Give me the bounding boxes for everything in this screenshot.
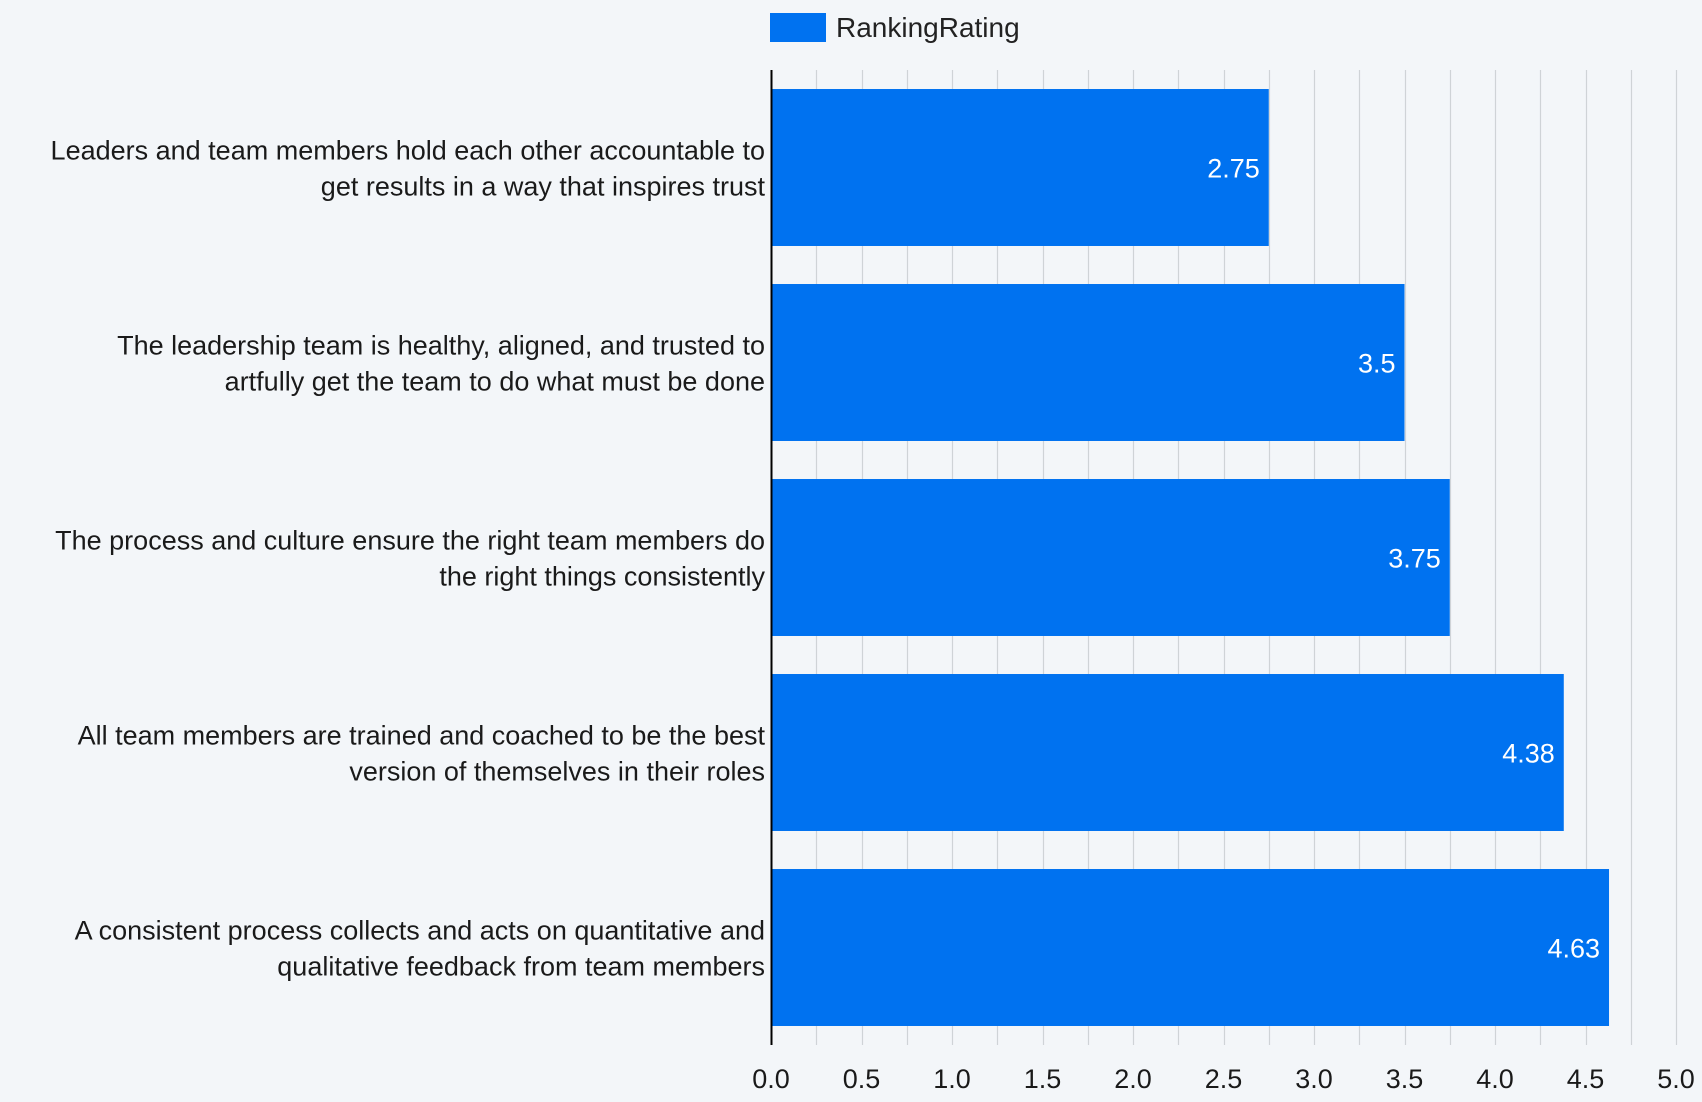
bar[interactable] [771,284,1405,441]
bar[interactable] [771,869,1610,1026]
data-label: 3.5 [1358,349,1396,379]
bar[interactable] [771,479,1450,636]
x-tick-label: 3.0 [1295,1064,1333,1094]
x-tick-label: 5.0 [1657,1064,1695,1094]
x-tick-label: 4.0 [1476,1064,1514,1094]
legend-swatch [770,13,826,42]
category-label: the right things consistently [439,562,765,592]
bars: 2.75 Leaders and team members hold each o… [51,89,1610,1026]
x-tick-label: 3.5 [1386,1064,1424,1094]
category-label: artfully get the team to do what must be… [225,367,765,397]
data-label: 4.38 [1502,739,1555,769]
category-label: The leadership team is healthy, aligned,… [117,331,765,361]
x-tick-label: 2.0 [1114,1064,1152,1094]
x-tick-label: 1.0 [933,1064,971,1094]
legend-label: RankingRating [836,12,1020,43]
x-tick-label: 2.5 [1205,1064,1243,1094]
bar[interactable] [771,89,1269,246]
x-tick-label: 1.5 [1024,1064,1062,1094]
category-label: Leaders and team members hold each other… [51,136,765,166]
x-tick-label: 0.5 [843,1064,881,1094]
x-tick-label: 0.0 [752,1064,790,1094]
axes: 0.0 0.5 1.0 1.5 2.0 2.5 3.0 3.5 4.0 4.5 5.0 [752,70,1695,1094]
data-label: 3.75 [1388,544,1441,574]
data-label: 2.75 [1207,154,1260,184]
category-label: get results in a way that inspires trust [321,172,766,202]
category-label: A consistent process collects and acts o… [75,916,765,946]
data-label: 4.63 [1547,934,1600,964]
category-label: version of themselves in their roles [349,757,765,787]
category-label: qualitative feedback from team members [277,952,765,982]
category-label: The process and culture ensure the right… [55,526,765,556]
legend[interactable]: RankingRating [770,12,1020,43]
bar[interactable] [771,674,1564,831]
x-tick-label: 4.5 [1567,1064,1605,1094]
category-label: All team members are trained and coached… [78,721,766,751]
